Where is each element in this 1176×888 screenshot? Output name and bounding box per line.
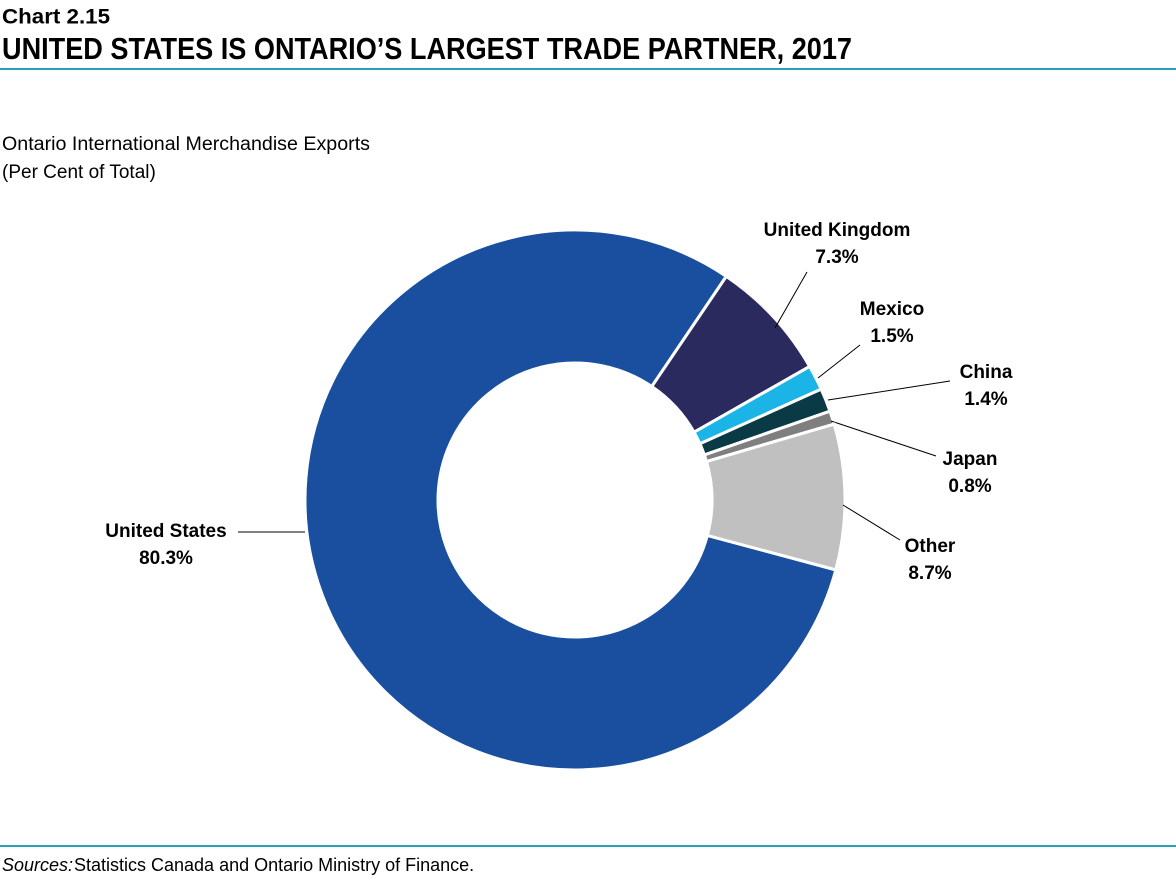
leader-line — [817, 344, 861, 379]
leader-line — [827, 380, 951, 401]
data-label-value: 1.4% — [964, 389, 1007, 410]
subtitle: Ontario International Merchandise Export… — [2, 134, 370, 155]
data-label-name: Mexico — [860, 299, 924, 320]
data-label-value: 7.3% — [815, 247, 858, 268]
data-label-name: Japan — [943, 449, 998, 470]
data-label-name: United States — [105, 521, 226, 542]
data-label-name: United Kingdom — [764, 220, 911, 241]
leader-line — [830, 420, 937, 457]
source-label: Sources: — [2, 855, 73, 875]
leader-line — [842, 504, 901, 541]
subtitle: (Per Cent of Total) — [2, 162, 156, 183]
leader-line — [774, 271, 808, 329]
chart-title: UNITED STATES IS ONTARIO’S LARGEST TRADE… — [2, 31, 852, 66]
data-label-value: 1.5% — [870, 326, 913, 347]
data-label-name: Other — [905, 536, 956, 557]
donut-slice — [704, 422, 847, 572]
chart-number: Chart 2.15 — [2, 6, 110, 29]
source-text: Statistics Canada and Ontario Ministry o… — [74, 855, 474, 875]
data-label-name: China — [960, 362, 1013, 383]
data-label-value: 80.3% — [139, 548, 193, 569]
data-label-value: 8.7% — [908, 563, 951, 584]
donut-slice — [303, 228, 838, 772]
data-label-value: 0.8% — [948, 476, 991, 497]
